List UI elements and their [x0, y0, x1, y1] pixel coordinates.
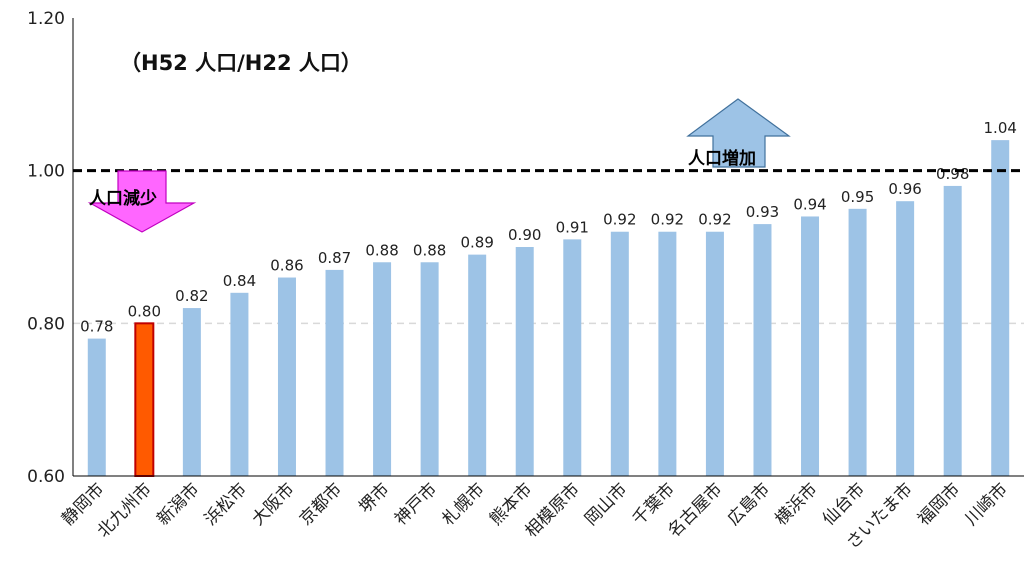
- chart-subtitle: （H52 人口/H22 人口）: [120, 51, 362, 75]
- x-tick-label: 神戸市: [391, 479, 441, 529]
- x-tick-label: 川崎市: [962, 479, 1012, 529]
- y-tick-label: 0.60: [27, 467, 65, 487]
- data-label: 0.80: [128, 302, 161, 320]
- bar: [134, 322, 155, 478]
- x-tick-label: 札幌市: [439, 479, 489, 529]
- data-label: 0.86: [270, 257, 303, 275]
- decrease-arrow-icon: [87, 170, 197, 233]
- data-label: 1.04: [984, 119, 1017, 137]
- x-tick-label: 京都市: [296, 479, 346, 529]
- y-tick-label: 0.80: [27, 314, 65, 334]
- bar: [943, 185, 962, 476]
- data-label: 0.88: [365, 241, 398, 259]
- bar: [848, 208, 867, 477]
- increase-arrow-icon: [686, 98, 791, 168]
- data-label: 0.90: [508, 226, 541, 244]
- x-tick-label: 新潟市: [153, 479, 203, 529]
- bar: [230, 292, 249, 476]
- data-label: 0.88: [413, 241, 446, 259]
- x-tick-label: 堺市: [355, 479, 393, 517]
- bar: [610, 231, 629, 476]
- bar: [658, 231, 677, 476]
- bar: [87, 338, 106, 476]
- y-tick-label: 1.00: [27, 162, 65, 182]
- bar: [991, 140, 1010, 476]
- bar: [705, 231, 724, 476]
- increase-annotation: 人口増加: [688, 148, 756, 169]
- data-label: 0.91: [556, 218, 589, 236]
- data-label: 0.82: [175, 287, 208, 305]
- data-label: 0.92: [698, 211, 731, 229]
- x-tick-label: 大阪市: [248, 479, 298, 529]
- bar: [896, 201, 915, 476]
- bar: [325, 269, 344, 476]
- data-label: 0.78: [80, 318, 113, 336]
- data-label: 0.87: [318, 249, 351, 267]
- x-tick-label: 横浜市: [771, 479, 821, 529]
- decrease-annotation: 人口減少: [89, 188, 157, 209]
- bar: [753, 224, 772, 476]
- x-tick-label: 福岡市: [914, 479, 964, 529]
- bar: [563, 239, 582, 476]
- x-tick-label: 広島市: [724, 479, 774, 529]
- data-label: 0.95: [841, 188, 874, 206]
- bar: [468, 254, 487, 476]
- data-label: 0.92: [603, 211, 636, 229]
- bar: [182, 308, 201, 476]
- data-label: 0.93: [746, 203, 779, 221]
- data-label: 0.96: [888, 180, 921, 198]
- data-label: 0.89: [460, 234, 493, 252]
- x-tick-label: 浜松市: [201, 479, 251, 529]
- y-tick-label: 1.20: [27, 9, 65, 29]
- bar: [277, 277, 296, 476]
- data-label: 0.94: [793, 195, 826, 213]
- data-label: 0.84: [223, 272, 256, 290]
- data-label: 0.92: [651, 211, 684, 229]
- bar: [373, 262, 392, 476]
- bar: [515, 247, 534, 476]
- x-tick-label: 岡山市: [581, 479, 631, 529]
- bar: [801, 216, 820, 476]
- data-label: 0.98: [936, 165, 969, 183]
- bar: [420, 262, 439, 476]
